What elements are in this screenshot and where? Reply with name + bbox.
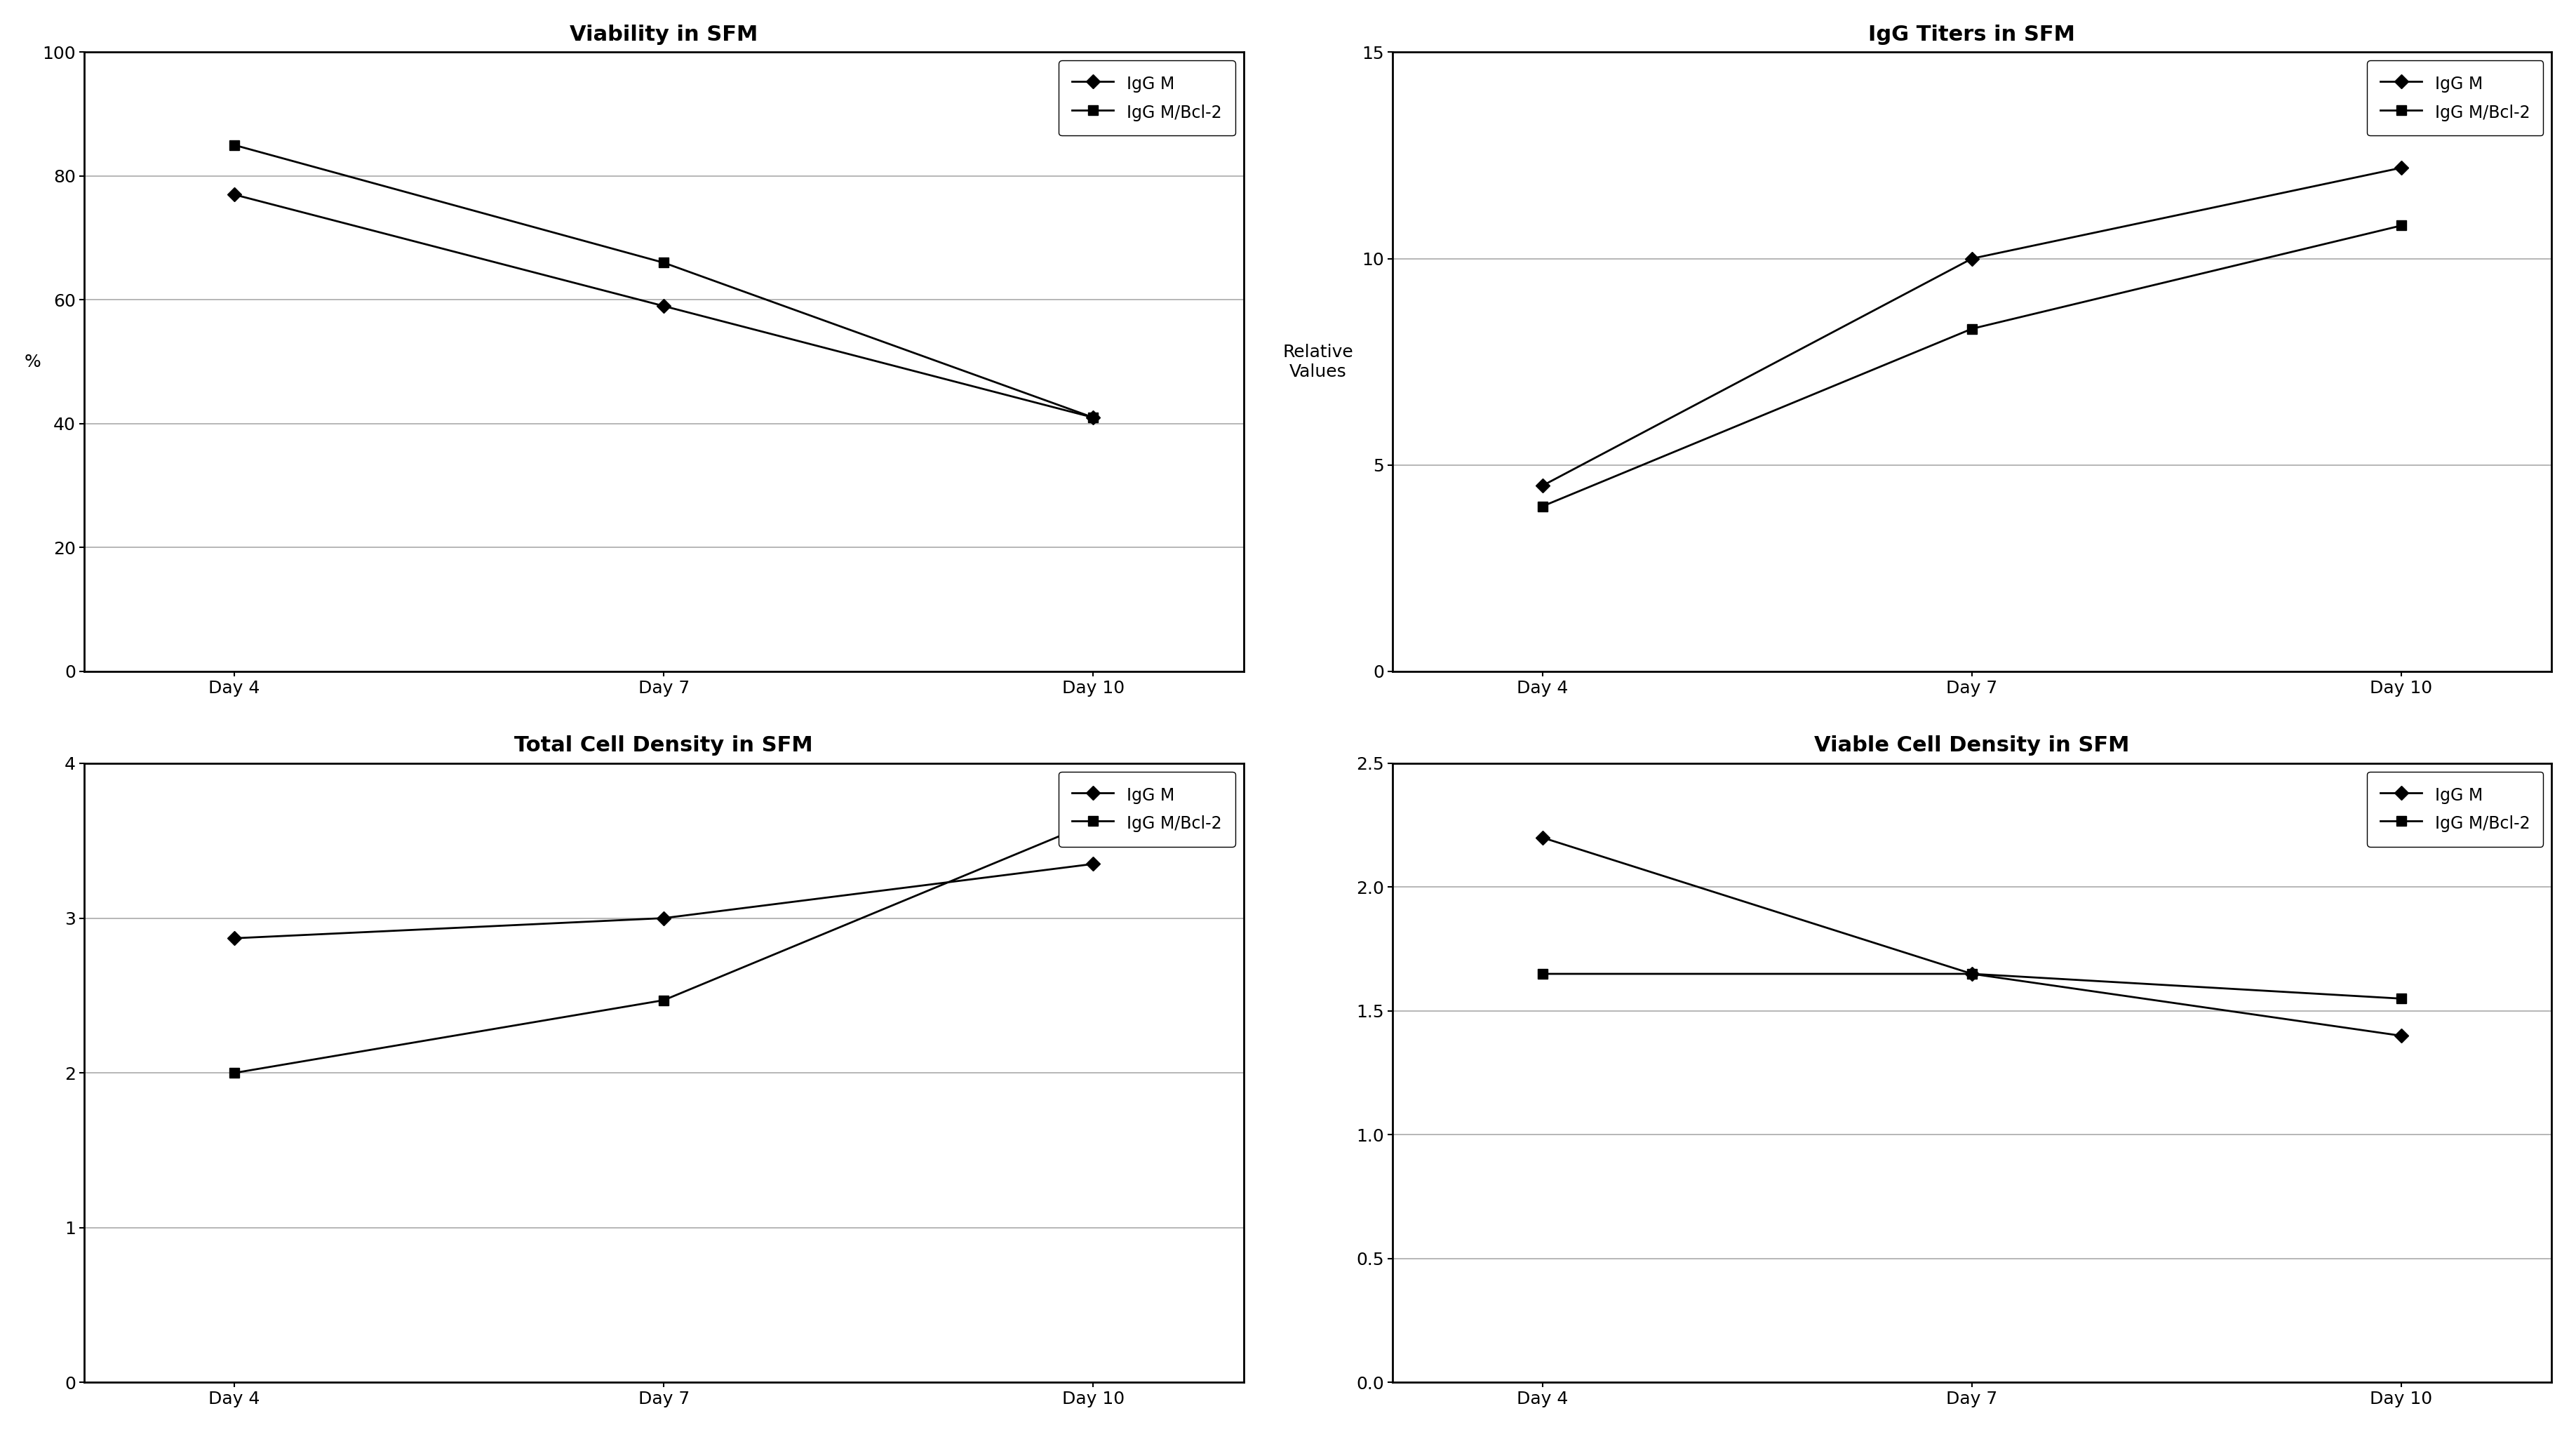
IgG M/Bcl-2 (2385, 218, 2416, 235)
Line: IgG M: IgG M (1538, 163, 2406, 491)
Title: Total Cell Density in SFM: Total Cell Density in SFM (515, 736, 814, 756)
IgG M (219, 929, 250, 947)
IgG M (1077, 855, 1108, 872)
Line: IgG M/Bcl-2: IgG M/Bcl-2 (1538, 969, 2406, 1004)
IgG M (2385, 1027, 2416, 1044)
Title: IgG Titers in SFM: IgG Titers in SFM (1868, 24, 2076, 44)
IgG M/Bcl-2 (1528, 498, 1558, 516)
IgG M (2385, 159, 2416, 176)
Y-axis label: Relative
Values: Relative Values (1283, 344, 1352, 379)
IgG M/Bcl-2 (1958, 965, 1989, 982)
IgG M (219, 186, 250, 203)
IgG M/Bcl-2 (1958, 321, 1989, 338)
IgG M (649, 298, 680, 315)
IgG M (1528, 477, 1558, 494)
IgG M (1077, 410, 1108, 427)
Legend: IgG M, IgG M/Bcl-2: IgG M, IgG M/Bcl-2 (2367, 60, 2543, 136)
Title: Viable Cell Density in SFM: Viable Cell Density in SFM (1814, 736, 2130, 756)
IgG M/Bcl-2 (2385, 990, 2416, 1007)
Line: IgG M: IgG M (229, 859, 1097, 944)
Legend: IgG M, IgG M/Bcl-2: IgG M, IgG M/Bcl-2 (1059, 60, 1236, 136)
IgG M/Bcl-2 (219, 1064, 250, 1081)
Line: IgG M: IgG M (229, 189, 1097, 422)
IgG M/Bcl-2 (649, 991, 680, 1008)
IgG M (1958, 965, 1989, 982)
Y-axis label: %: % (23, 354, 41, 371)
Line: IgG M/Bcl-2: IgG M/Bcl-2 (229, 818, 1097, 1078)
IgG M/Bcl-2 (219, 136, 250, 153)
IgG M/Bcl-2 (1528, 965, 1558, 982)
IgG M (1528, 829, 1558, 846)
IgG M (1958, 251, 1989, 268)
Legend: IgG M, IgG M/Bcl-2: IgG M, IgG M/Bcl-2 (2367, 772, 2543, 846)
Line: IgG M: IgG M (1538, 833, 2406, 1041)
Line: IgG M/Bcl-2: IgG M/Bcl-2 (1538, 221, 2406, 511)
IgG M/Bcl-2 (649, 253, 680, 271)
Line: IgG M/Bcl-2: IgG M/Bcl-2 (229, 140, 1097, 422)
IgG M (649, 909, 680, 927)
Legend: IgG M, IgG M/Bcl-2: IgG M, IgG M/Bcl-2 (1059, 772, 1236, 846)
IgG M/Bcl-2 (1077, 813, 1108, 831)
IgG M/Bcl-2 (1077, 410, 1108, 427)
Title: Viability in SFM: Viability in SFM (569, 24, 757, 44)
